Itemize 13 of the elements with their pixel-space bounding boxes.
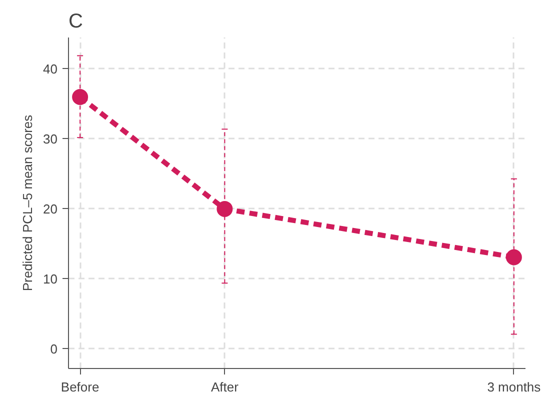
point bbox=[72, 88, 88, 105]
y-tick-label: 40 bbox=[43, 61, 58, 76]
point bbox=[506, 249, 522, 266]
chart-title: C bbox=[68, 10, 83, 32]
y-tick-label: 30 bbox=[43, 131, 58, 146]
x-tick-label: After bbox=[210, 380, 240, 394]
x-tick-label: Before bbox=[60, 380, 100, 394]
point bbox=[216, 200, 233, 217]
y-tick-label: 0 bbox=[50, 341, 58, 356]
x-tick-label: 3 months bbox=[487, 380, 542, 394]
y-tick-label: 10 bbox=[43, 271, 58, 286]
y-tick-label: 20 bbox=[43, 201, 58, 216]
y-axis-title: Predicted PCL–5 mean scores bbox=[20, 114, 36, 292]
